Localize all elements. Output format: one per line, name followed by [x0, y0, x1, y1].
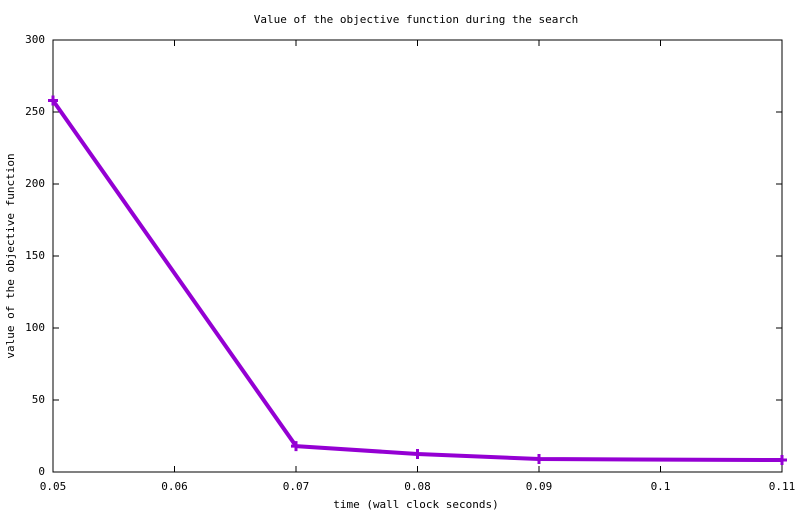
- x-tick-label: 0.09: [526, 480, 553, 493]
- data-line: [51, 99, 783, 463]
- y-tick-label: 300: [25, 33, 45, 46]
- x-axis-label: time (wall clock seconds): [333, 498, 499, 511]
- y-tick-label: 200: [25, 177, 45, 190]
- chart-title: Value of the objective function during t…: [254, 13, 579, 26]
- x-tick-label: 0.1: [651, 480, 671, 493]
- x-tick-label: 0.11: [769, 480, 796, 493]
- point-marker: [412, 449, 423, 459]
- x-tick-label: 0.08: [404, 480, 431, 493]
- y-tick-label: 150: [25, 249, 45, 262]
- x-tick-label: 0.06: [161, 480, 188, 493]
- point-marker: [777, 455, 787, 466]
- point-marker: [534, 454, 544, 465]
- y-tick-label: 0: [38, 465, 45, 478]
- point-marker: [48, 95, 58, 106]
- x-tick-label: 0.05: [40, 480, 67, 493]
- y-axis-label: value of the objective function: [4, 153, 17, 358]
- point-marker: [291, 441, 301, 452]
- x-tick-label: 0.07: [283, 480, 310, 493]
- y-tick-label: 250: [25, 105, 45, 118]
- y-tick-label: 100: [25, 321, 45, 334]
- y-tick-label: 50: [32, 393, 45, 406]
